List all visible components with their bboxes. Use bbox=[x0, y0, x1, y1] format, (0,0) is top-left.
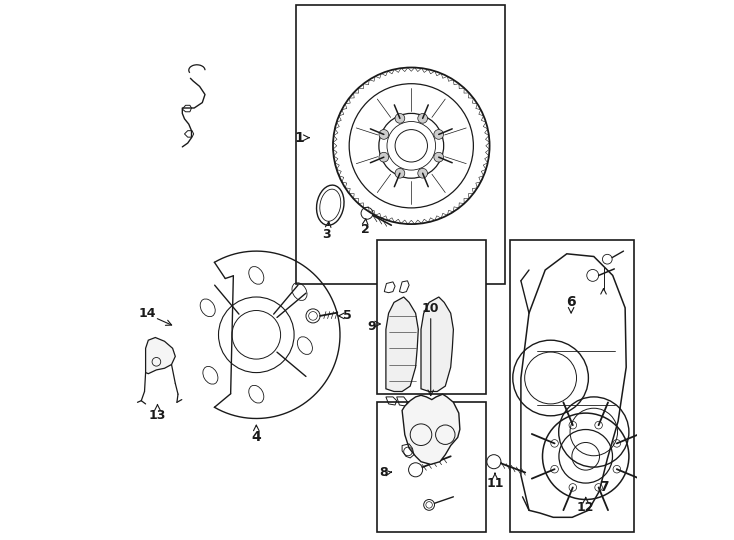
Text: 13: 13 bbox=[149, 409, 166, 422]
Circle shape bbox=[434, 130, 443, 139]
Text: 6: 6 bbox=[567, 295, 576, 309]
Polygon shape bbox=[145, 338, 175, 374]
Text: 3: 3 bbox=[322, 228, 331, 241]
Text: 12: 12 bbox=[577, 501, 595, 514]
Text: 5: 5 bbox=[343, 309, 352, 322]
Circle shape bbox=[434, 152, 443, 162]
Circle shape bbox=[379, 130, 389, 139]
Text: 11: 11 bbox=[487, 477, 504, 490]
Circle shape bbox=[418, 113, 427, 123]
Polygon shape bbox=[421, 297, 454, 391]
Text: 9: 9 bbox=[367, 320, 376, 333]
Text: 4: 4 bbox=[252, 430, 261, 444]
Text: 2: 2 bbox=[361, 223, 370, 236]
Circle shape bbox=[395, 113, 404, 123]
Bar bbox=[156, 344, 167, 354]
Circle shape bbox=[395, 168, 404, 178]
Polygon shape bbox=[402, 394, 460, 464]
Text: 8: 8 bbox=[379, 466, 388, 479]
Polygon shape bbox=[386, 297, 418, 391]
Text: 7: 7 bbox=[599, 480, 608, 494]
Bar bbox=[377, 240, 486, 394]
Text: 10: 10 bbox=[422, 302, 440, 315]
Bar bbox=[377, 402, 486, 532]
Bar bbox=[510, 240, 634, 532]
Circle shape bbox=[379, 152, 389, 162]
Bar bbox=[296, 5, 505, 284]
Text: 1: 1 bbox=[294, 131, 305, 145]
Circle shape bbox=[418, 168, 427, 178]
Text: 14: 14 bbox=[139, 307, 156, 320]
